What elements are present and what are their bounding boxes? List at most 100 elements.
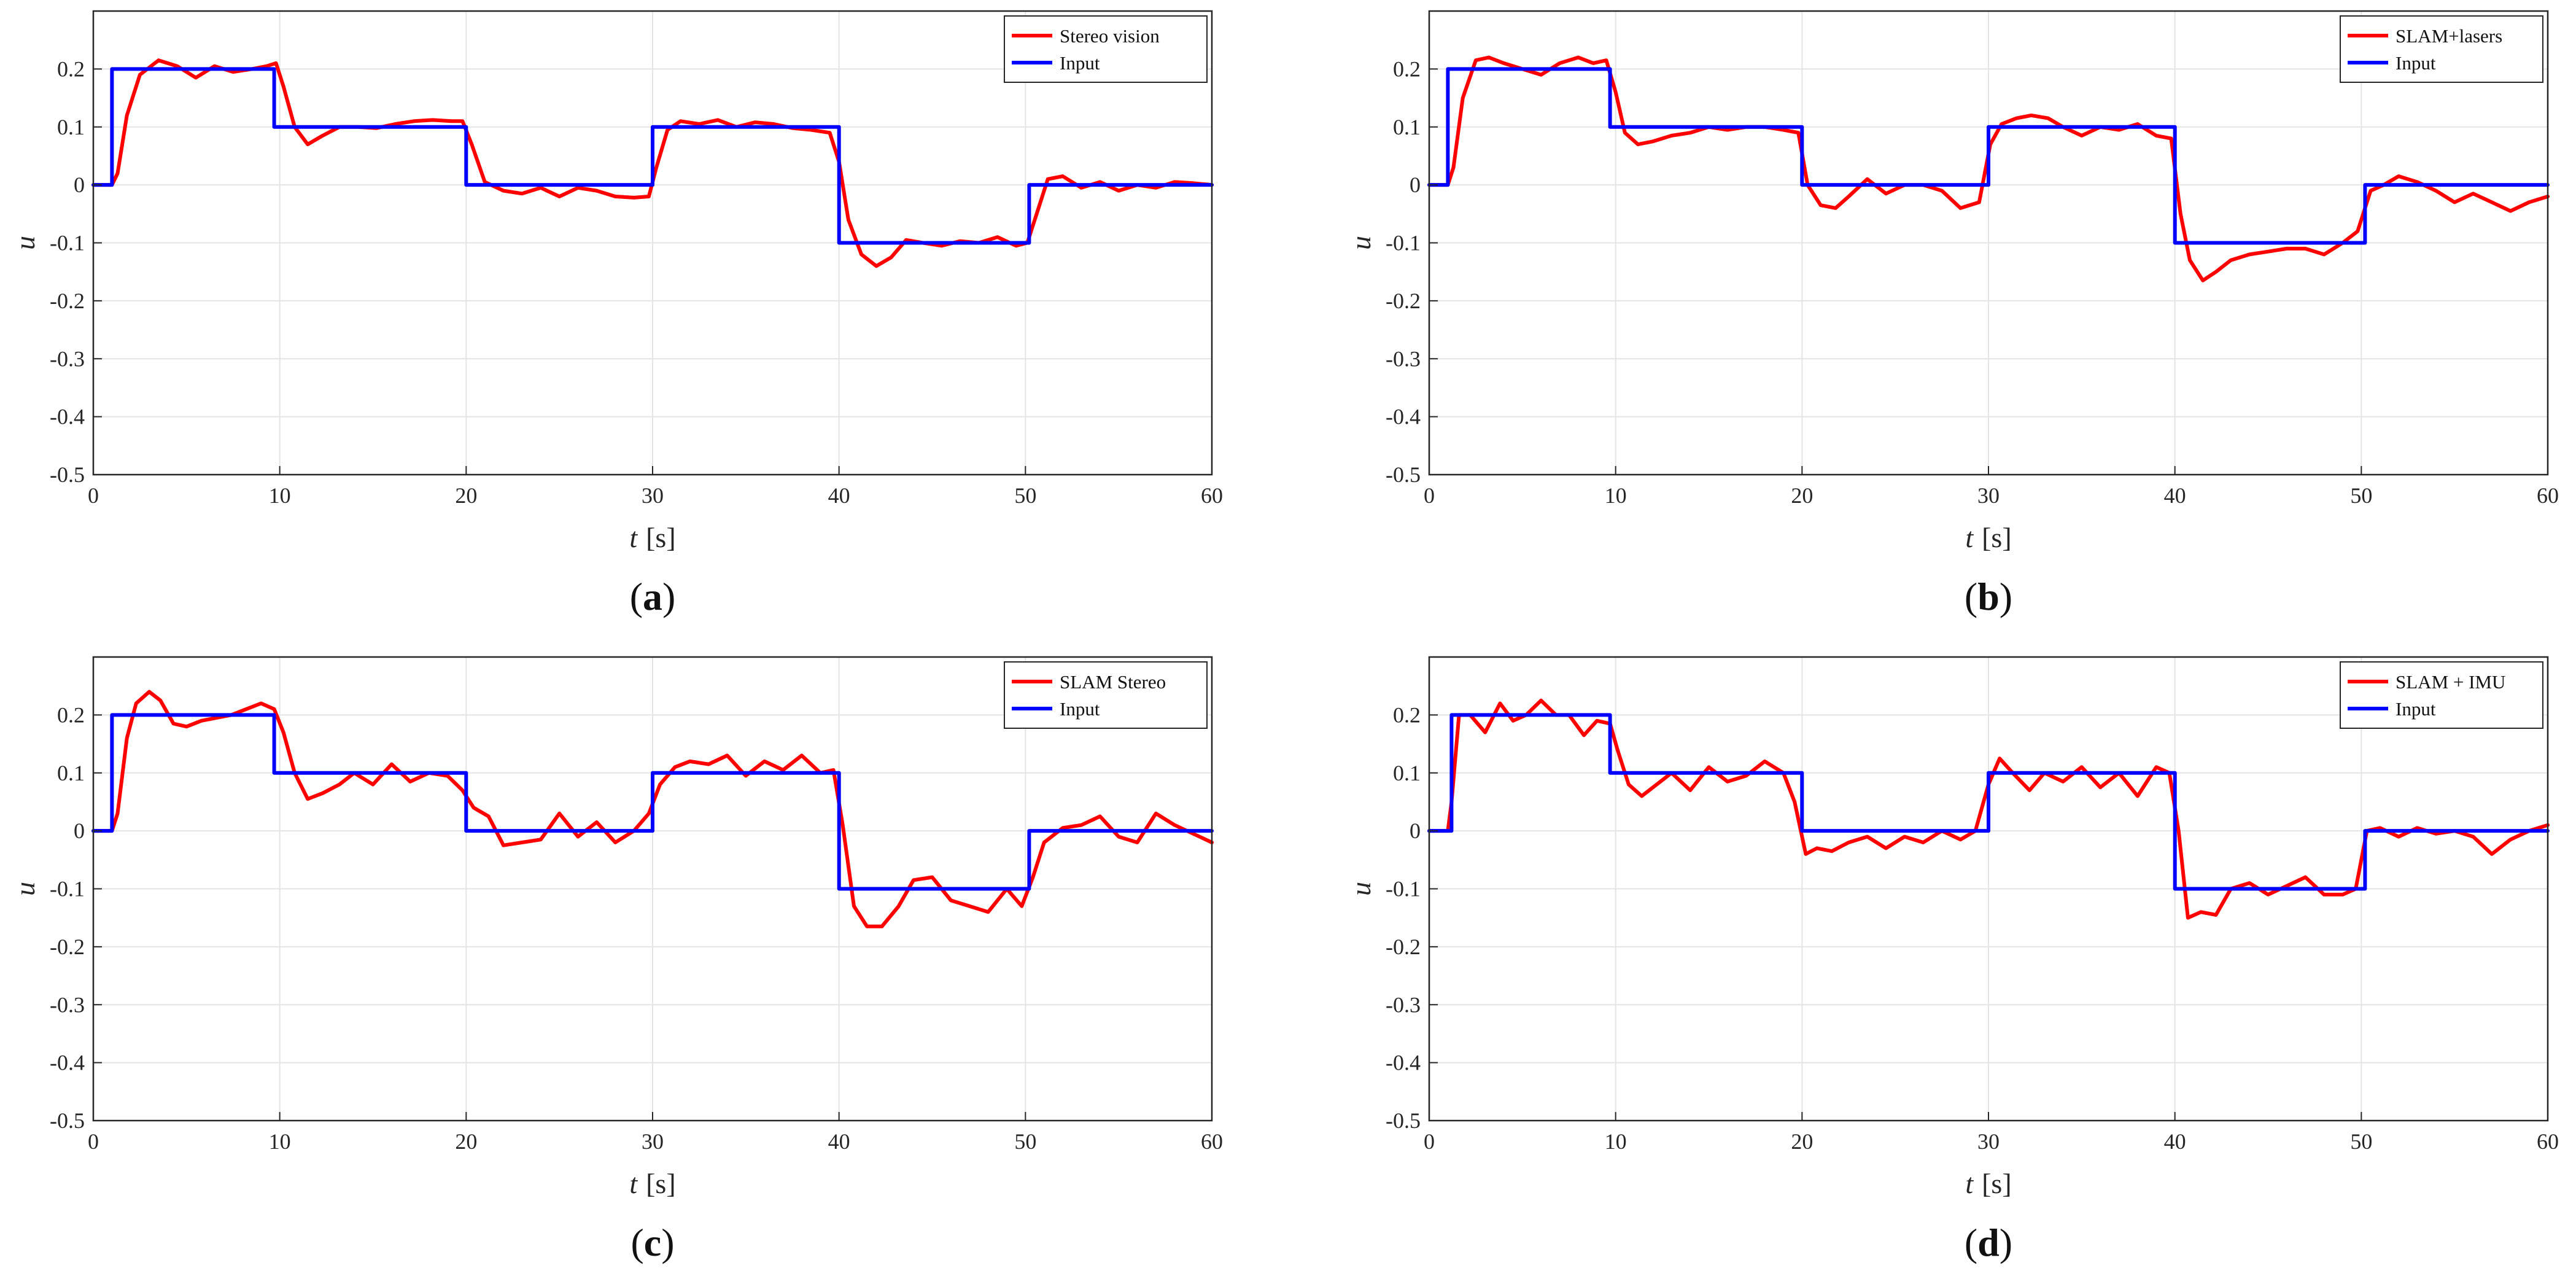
chart-d-ytick-label-2: 0 [1410, 818, 1421, 843]
chart-b-ytick-label-0: 0.2 [1393, 56, 1421, 81]
chart-c-ytick-label-3: -0.1 [50, 877, 85, 901]
chart-a-ytick-label-4: -0.2 [50, 289, 85, 313]
chart-a-legend-label-0: Stereo vision [1060, 25, 1160, 47]
chart-d-caption-open: ( [1965, 1221, 1977, 1264]
chart-b-ytick-label-2: 0 [1410, 173, 1421, 197]
chart-c-legend-label-0: SLAM Stereo [1060, 671, 1166, 693]
chart-c-legend-box [1004, 661, 1208, 729]
chart-b-xtick-label-1: 10 [1605, 483, 1627, 508]
chart-c-caption-letter: c [644, 1221, 661, 1264]
chart-a-ylabel: u [9, 236, 41, 250]
chart-d-xtick-label-2: 20 [1791, 1129, 1813, 1154]
chart-a-legend-label-1: Input [1060, 52, 1100, 74]
chart-b-legend-label-0: SLAM+lasers [2396, 25, 2502, 47]
chart-c: 0 10 20 30 40 50 60 0.2 0.1 0 -0.1 -0.2 -0.3 -0.4 -0.5… [9, 656, 1223, 1264]
chart-a-ytick-label-0: 0.2 [57, 56, 85, 81]
chart-b-legend-box [2340, 15, 2543, 83]
chart-d-ytick-label-3: -0.1 [1386, 877, 1421, 901]
chart-c-ytick-label-7: -0.5 [50, 1108, 85, 1133]
chart-b-xtick-label-4: 40 [2164, 483, 2186, 508]
chart-d-legend-label-0: SLAM + IMU [2396, 671, 2505, 693]
chart-d: 0 10 20 30 40 50 60 0.2 0.1 0 -0.1 -0.2 -0.3 -0.4 -0.5… [1345, 656, 2559, 1264]
chart-b-xtick-label-6: 60 [2537, 483, 2559, 508]
chart-b-ytick-label-3: -0.1 [1386, 231, 1421, 255]
chart-b-xlabel: t [s] [1965, 522, 2011, 553]
chart-d-ylabel: u [1345, 882, 1376, 896]
chart-d-xtick-label-6: 60 [2537, 1129, 2559, 1154]
chart-c-xtick-label-0: 0 [88, 1129, 99, 1154]
chart-d-caption-close: ) [2000, 1221, 2012, 1264]
chart-b: 0 10 20 30 40 50 60 0.2 0.1 0 -0.1 -0.2 -0.3 -0.4 -0.5… [1345, 10, 2559, 618]
chart-a-xtick-label-2: 20 [455, 483, 477, 508]
chart-a-ytick-label-2: 0 [74, 173, 85, 197]
chart-b-legend-label-1: Input [2396, 52, 2436, 74]
chart-a-caption: (a) [630, 575, 676, 618]
chart-c-xtick-label-5: 50 [1014, 1129, 1036, 1154]
chart-c-xtick-label-2: 20 [455, 1129, 477, 1154]
chart-b-ytick-label-4: -0.2 [1386, 289, 1421, 313]
chart-d-ytick-label-6: -0.4 [1386, 1051, 1421, 1075]
chart-c-series-input-line [91, 713, 1214, 891]
chart-c-legend: SLAM Stereo Input [1004, 661, 1208, 729]
chart-a-ytick-label-7: -0.5 [50, 462, 85, 487]
chart-a-xlabel-var: t [629, 522, 638, 553]
chart-a-xtick-label-1: 10 [269, 483, 291, 508]
chart-d-ytick-label-5: -0.3 [1386, 992, 1421, 1017]
chart-d-xtick-label-1: 10 [1605, 1129, 1627, 1154]
chart-c-xtick-label-4: 40 [828, 1129, 850, 1154]
chart-a-ytick-label-3: -0.1 [50, 231, 85, 255]
chart-c-xtick-label-3: 30 [642, 1129, 664, 1154]
chart-a-ytick-label-6: -0.4 [50, 405, 85, 429]
chart-b-caption-letter: b [1977, 575, 2000, 618]
chart-c-xlabel: t [s] [629, 1168, 675, 1199]
chart-d-xtick-label-5: 50 [2350, 1129, 2372, 1154]
chart-c-ytick-label-2: 0 [74, 818, 85, 843]
chart-d-caption-letter: d [1977, 1221, 2000, 1264]
chart-b-ylabel: u [1345, 236, 1376, 250]
chart-c-xlabel-var: t [629, 1168, 638, 1199]
chart-a-ytick-label-1: 0.1 [57, 115, 85, 139]
chart-a-caption-open: ( [630, 575, 643, 618]
chart-c-ytick-label-6: -0.4 [50, 1051, 85, 1075]
chart-c-ylabel: u [9, 882, 41, 896]
chart-a-xtick-label-5: 50 [1014, 483, 1036, 508]
chart-a-xtick-label-4: 40 [828, 483, 850, 508]
chart-b-ytick-label-1: 0.1 [1393, 115, 1421, 139]
chart-a-legend-box [1004, 15, 1208, 83]
chart-c-legend-label-1: Input [1060, 698, 1100, 720]
chart-c-caption-close: ) [661, 1221, 674, 1264]
chart-b-caption-open: ( [1965, 575, 1977, 618]
chart-b-caption-close: ) [2000, 575, 2012, 618]
chart-a-xlabel: t [s] [629, 522, 675, 553]
chart-d-legend-label-1: Input [2396, 698, 2436, 720]
chart-a-xtick-label-6: 60 [1201, 483, 1223, 508]
chart-c-caption-open: ( [630, 1221, 643, 1264]
chart-a-caption-close: ) [662, 575, 675, 618]
chart-d-xtick-label-4: 40 [2164, 1129, 2186, 1154]
chart-d-ytick-label-4: -0.2 [1386, 935, 1421, 959]
chart-a-series-input-line [91, 67, 1214, 245]
chart-a: 0 10 20 30 40 50 60 0.2 0.1 0 -0.1 -0.2 -0.3 -0.4 -0.5… [9, 10, 1223, 618]
chart-c-ytick-label-5: -0.3 [50, 992, 85, 1017]
chart-b-caption: (b) [1965, 575, 2012, 618]
chart-b-xtick-label-2: 20 [1791, 483, 1813, 508]
chart-b-xlabel-var: t [1965, 522, 1974, 553]
chart-a-caption-letter: a [643, 575, 662, 618]
chart-b-ytick-label-5: -0.3 [1386, 346, 1421, 371]
chart-d-ytick-label-7: -0.5 [1386, 1108, 1421, 1133]
chart-b-xtick-label-3: 30 [1977, 483, 2000, 508]
chart-a-xtick-label-3: 30 [642, 483, 664, 508]
chart-d-xtick-label-0: 0 [1424, 1129, 1435, 1154]
chart-b-xlabel-unit: [s] [1982, 522, 2012, 553]
chart-c-xlabel-unit: [s] [646, 1168, 676, 1199]
chart-b-ytick-label-6: -0.4 [1386, 405, 1421, 429]
chart-d-legend-box [2340, 661, 2543, 729]
chart-b-series-measured-line [1427, 55, 2550, 282]
chart-c-ytick-label-4: -0.2 [50, 935, 85, 959]
chart-b-legend: SLAM+lasers Input [2340, 15, 2543, 83]
chart-c-series-measured-line [91, 690, 1214, 928]
chart-d-xlabel: t [s] [1965, 1168, 2011, 1199]
chart-c-xtick-label-1: 10 [269, 1129, 291, 1154]
chart-d-xtick-label-3: 30 [1977, 1129, 2000, 1154]
